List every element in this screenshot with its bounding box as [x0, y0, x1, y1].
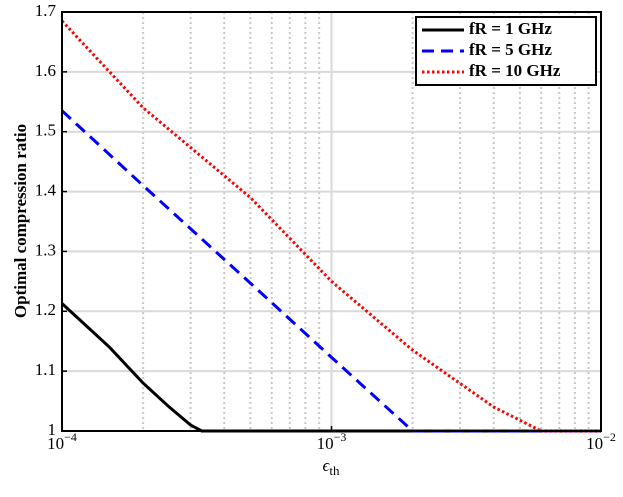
y-tick-label: 1: [48, 420, 57, 439]
legend-label: fR = 5 GHz: [469, 40, 552, 59]
y-tick-label: 1.2: [35, 300, 56, 319]
plot-frame: [61, 11, 602, 432]
x-tick-label: 10−4: [47, 430, 77, 453]
x-axis-label-sub: th: [329, 463, 340, 478]
x-tick-label: 10−2: [586, 430, 616, 453]
x-axis-label-main: ϵ: [323, 456, 331, 475]
y-tick-label: 1.5: [35, 121, 56, 140]
x-tick-exponent: −4: [64, 430, 77, 444]
y-tick-label: 1.1: [35, 360, 56, 379]
legend-label: fR = 10 GHz: [469, 61, 561, 80]
x-tick-label: 10−3: [317, 430, 347, 453]
x-axis-label: ϵth: [323, 456, 340, 478]
series-line: [60, 19, 601, 433]
y-tick-label: 1.4: [35, 180, 57, 199]
y-tick-label: 1.3: [35, 240, 56, 259]
series-line: [60, 109, 601, 433]
x-tick-exponent: −2: [603, 430, 616, 444]
x-tick-exponent: −3: [334, 430, 347, 444]
legend-label: fR = 1 GHz: [469, 19, 552, 38]
y-tick-label: 1.6: [35, 61, 56, 80]
x-tick-base: 10: [47, 434, 64, 453]
y-tick-label: 1.7: [35, 1, 57, 20]
x-tick-base: 10: [317, 434, 334, 453]
y-axis-label: Optimal compression ratio: [11, 124, 30, 318]
x-tick-base: 10: [586, 434, 603, 453]
